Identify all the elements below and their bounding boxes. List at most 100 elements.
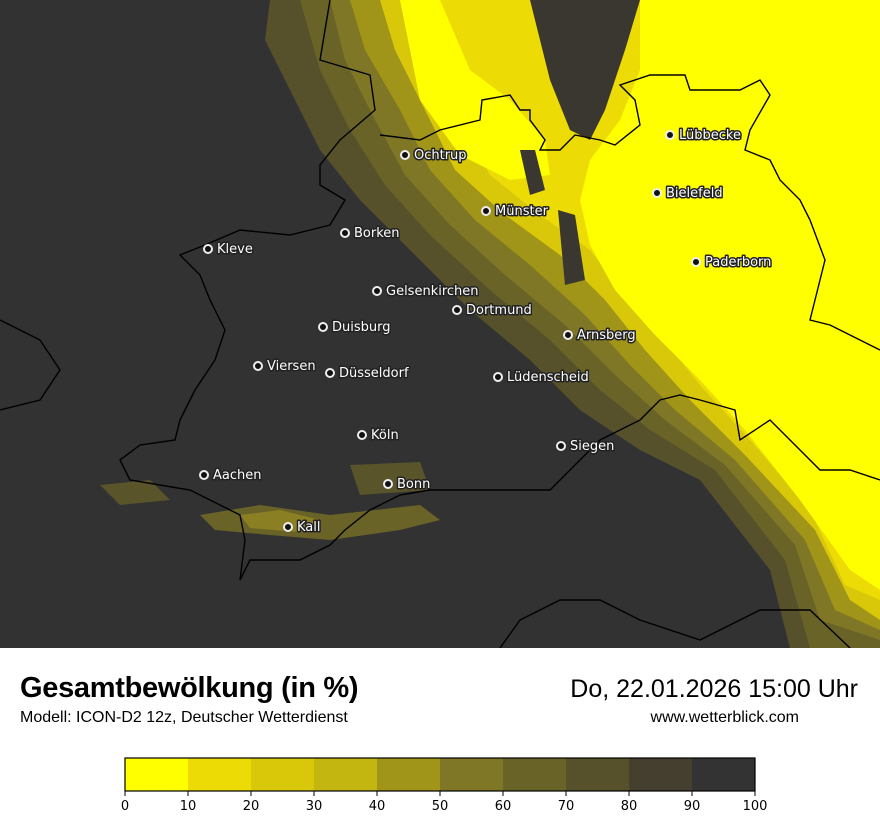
city-dot-icon — [691, 257, 701, 267]
city-label: Düsseldorf — [339, 366, 409, 381]
legend-ticks: 0 10 20 30 40 50 60 70 80 90 100 — [121, 791, 768, 814]
city-label: Aachen — [213, 468, 261, 483]
city-label: Bonn — [397, 477, 430, 492]
city-dot-icon — [253, 361, 263, 371]
city-dot-icon — [652, 188, 662, 198]
legend-bin — [251, 758, 315, 791]
city-dot-icon — [340, 228, 350, 238]
legend-bin — [566, 758, 630, 791]
border-be — [0, 319, 61, 411]
city-label: Arnsberg — [577, 328, 636, 343]
city-dot-icon — [563, 330, 573, 340]
eifel-clouds-2 — [240, 510, 320, 532]
clear-hole-dark — [530, 0, 640, 140]
city-dot-icon — [372, 286, 382, 296]
legend-tick-label: 40 — [369, 799, 386, 814]
legend-bin — [314, 758, 378, 791]
city-label: Duisburg — [332, 320, 391, 335]
city-marker: Kleve — [203, 241, 254, 259]
border-nrw-he — [399, 394, 880, 496]
city-label: Bielefeld — [666, 186, 723, 201]
city-dot-icon — [665, 130, 675, 140]
cloud-cover-map: Ochtrup Lübbecke Bielefeld Münster Borken Kle… — [0, 0, 880, 648]
clear-hole-dark-3 — [558, 210, 585, 285]
border-nl-de — [119, 0, 376, 581]
city-label: Lüdenscheid — [507, 370, 589, 385]
city-marker: Paderborn — [691, 254, 773, 272]
legend-tick-label: 90 — [684, 799, 701, 814]
legend-bin — [692, 758, 756, 791]
band-clear — [580, 0, 880, 590]
city-marker: Dortmund — [452, 302, 533, 320]
city-label: Lübbecke — [679, 128, 741, 143]
city-dot-icon — [357, 430, 367, 440]
city-label: Dortmund — [466, 303, 532, 318]
legend-bin — [377, 758, 441, 791]
city-dot-icon — [203, 244, 213, 254]
border-nrw-rp — [239, 494, 401, 581]
border-south — [499, 599, 851, 648]
city-label: Gelsenkirchen — [386, 284, 479, 299]
city-marker: Duisburg — [318, 319, 392, 337]
city-marker: Bonn — [383, 476, 432, 494]
legend-tick-label: 60 — [495, 799, 512, 814]
city-dot-icon — [481, 206, 491, 216]
city-marker: Düsseldorf — [325, 365, 410, 383]
city-marker: Kall — [283, 519, 322, 537]
legend-tick-label: 70 — [558, 799, 575, 814]
website-link[interactable]: www.wetterblick.com — [650, 709, 799, 726]
aachen-clouds — [100, 480, 170, 505]
city-marker: Borken — [340, 225, 401, 243]
city-label: Paderborn — [705, 255, 771, 270]
city-label: Münster — [495, 204, 549, 219]
city-label: Viersen — [267, 359, 316, 374]
city-dot-icon — [283, 522, 293, 532]
legend-tick-label: 100 — [743, 799, 768, 814]
legend-bins — [125, 758, 756, 791]
city-dot-icon — [452, 305, 462, 315]
city-marker: Ochtrup — [400, 147, 468, 165]
model-info: Modell: ICON-D2 12z, Deutscher Wetterdie… — [20, 709, 348, 726]
city-marker: Siegen — [556, 438, 616, 456]
city-marker: Lübbecke — [665, 127, 742, 145]
legend-tick-label: 30 — [306, 799, 323, 814]
city-label: Borken — [354, 226, 400, 241]
band-clear-north — [400, 0, 550, 180]
legend-bin — [440, 758, 504, 791]
legend-tick-label: 20 — [243, 799, 260, 814]
forecast-datetime: Do, 22.01.2026 15:00 Uhr — [570, 675, 858, 703]
city-marker: Münster — [481, 203, 550, 221]
city-marker: Gelsenkirchen — [372, 283, 480, 301]
city-label: Ochtrup — [414, 148, 467, 163]
map-title: Gesamtbewölkung (in %) — [20, 672, 359, 704]
legend-tick-label: 50 — [432, 799, 449, 814]
legend-bin — [125, 758, 189, 791]
city-dot-icon — [318, 322, 328, 332]
legend-tick-label: 10 — [180, 799, 197, 814]
city-dot-icon — [199, 470, 209, 480]
city-label: Siegen — [570, 439, 614, 454]
borders — [0, 0, 880, 648]
border-nrw-ns — [379, 74, 880, 351]
legend-bin — [503, 758, 567, 791]
city-marker: Aachen — [199, 467, 263, 485]
city-markers: Ochtrup Lübbecke Bielefeld Münster Borken Kle… — [199, 127, 773, 537]
city-marker: Köln — [357, 427, 400, 445]
city-dot-icon — [383, 479, 393, 489]
city-marker: Viersen — [253, 358, 317, 376]
color-legend: 0 10 20 30 40 50 60 70 80 90 100 — [121, 757, 768, 814]
legend-tick-label: 80 — [621, 799, 638, 814]
city-dot-icon — [493, 372, 503, 382]
city-dot-icon — [556, 441, 566, 451]
cloud-bands — [100, 0, 880, 648]
legend-bin — [188, 758, 252, 791]
city-label: Köln — [371, 428, 399, 443]
city-marker: Arnsberg — [563, 327, 637, 345]
clear-hole-dark-2 — [520, 150, 545, 195]
city-label: Kleve — [217, 242, 253, 257]
city-label: Kall — [297, 520, 321, 535]
city-dot-icon — [325, 368, 335, 378]
city-marker: Bielefeld — [652, 185, 724, 203]
legend-tick-label: 0 — [121, 799, 129, 814]
bonn-clouds — [350, 462, 430, 495]
